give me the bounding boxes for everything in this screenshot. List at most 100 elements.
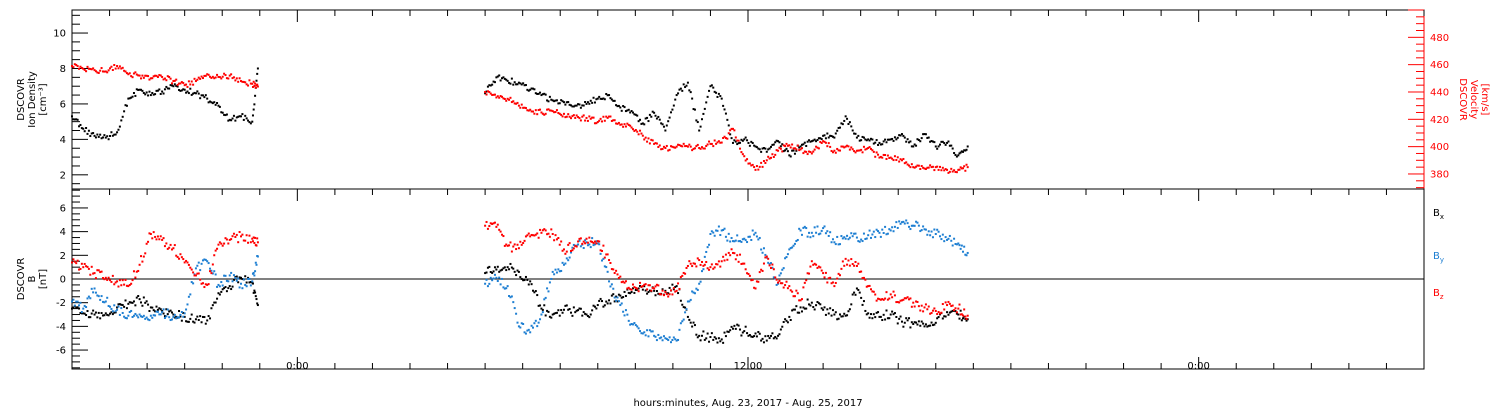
data-point bbox=[585, 116, 588, 119]
data-point bbox=[805, 279, 808, 282]
data-point bbox=[850, 258, 853, 261]
data-point bbox=[886, 138, 889, 141]
data-point bbox=[169, 319, 172, 322]
data-point bbox=[601, 97, 604, 100]
data-point bbox=[510, 250, 513, 253]
data-point bbox=[623, 123, 626, 126]
data-point bbox=[227, 242, 230, 245]
data-point bbox=[693, 147, 696, 150]
data-point bbox=[510, 101, 513, 104]
data-point bbox=[771, 143, 774, 146]
data-point bbox=[872, 142, 875, 145]
data-point bbox=[736, 139, 739, 142]
data-point bbox=[221, 284, 224, 287]
data-point bbox=[254, 236, 257, 239]
data-point bbox=[501, 233, 504, 236]
data-point bbox=[867, 312, 870, 315]
data-point bbox=[824, 141, 827, 144]
data-point bbox=[909, 166, 912, 169]
data-point bbox=[947, 140, 950, 143]
data-point bbox=[916, 164, 919, 167]
data-point bbox=[712, 267, 715, 270]
data-point bbox=[727, 132, 730, 135]
data-point bbox=[823, 306, 826, 309]
data-point bbox=[698, 334, 701, 337]
data-point bbox=[253, 274, 256, 277]
data-point bbox=[792, 295, 795, 298]
data-point bbox=[103, 301, 106, 304]
data-point bbox=[493, 273, 496, 276]
data-point bbox=[778, 146, 781, 149]
data-point bbox=[609, 115, 612, 118]
data-point bbox=[657, 284, 660, 287]
data-point bbox=[903, 297, 906, 300]
data-point bbox=[637, 133, 640, 136]
data-point bbox=[201, 94, 204, 97]
data-point bbox=[760, 161, 763, 164]
data-point bbox=[111, 274, 114, 277]
data-point bbox=[225, 77, 228, 80]
data-point bbox=[217, 75, 220, 78]
data-point bbox=[761, 165, 764, 168]
data-point bbox=[125, 72, 128, 75]
data-point bbox=[953, 152, 956, 155]
data-point bbox=[668, 116, 671, 119]
data-point bbox=[118, 303, 121, 306]
data-point bbox=[626, 287, 629, 290]
data-point bbox=[512, 267, 515, 270]
data-point bbox=[715, 229, 718, 232]
data-point bbox=[134, 312, 137, 315]
data-point bbox=[127, 285, 130, 288]
data-point bbox=[823, 276, 826, 279]
data-point bbox=[596, 97, 599, 100]
data-point bbox=[634, 286, 637, 289]
data-point bbox=[152, 75, 155, 78]
data-point bbox=[867, 234, 870, 237]
data-point bbox=[767, 148, 770, 151]
data-point bbox=[899, 222, 902, 225]
data-point bbox=[118, 279, 121, 282]
data-point bbox=[158, 74, 161, 77]
data-point bbox=[228, 285, 231, 288]
data-point bbox=[248, 277, 251, 280]
data-point bbox=[702, 268, 705, 271]
data-point bbox=[809, 304, 812, 307]
data-point bbox=[124, 316, 127, 319]
data-point bbox=[937, 145, 940, 148]
data-point bbox=[869, 313, 872, 316]
data-point bbox=[221, 288, 224, 291]
data-point bbox=[708, 140, 711, 143]
data-point bbox=[605, 300, 608, 303]
data-point bbox=[788, 144, 791, 147]
data-point bbox=[940, 238, 943, 241]
data-point bbox=[248, 79, 251, 82]
left-tick-label: 8 bbox=[60, 64, 66, 75]
data-point bbox=[933, 307, 936, 310]
data-point bbox=[905, 219, 908, 222]
data-point bbox=[857, 149, 860, 152]
data-point bbox=[180, 81, 183, 84]
data-point bbox=[117, 128, 120, 131]
data-point bbox=[595, 307, 598, 310]
data-point bbox=[785, 142, 788, 145]
data-point bbox=[953, 309, 956, 312]
data-point bbox=[251, 240, 254, 243]
data-point bbox=[837, 317, 840, 320]
data-point bbox=[575, 104, 578, 107]
data-point bbox=[203, 96, 206, 99]
data-point bbox=[501, 277, 504, 280]
data-point bbox=[654, 114, 657, 117]
data-point bbox=[151, 91, 154, 94]
data-point bbox=[692, 291, 695, 294]
data-point bbox=[662, 145, 665, 148]
data-point bbox=[237, 80, 240, 83]
data-point bbox=[515, 248, 518, 251]
data-point bbox=[620, 123, 623, 126]
left-axis-label-line: B bbox=[27, 275, 38, 282]
data-point bbox=[484, 90, 487, 93]
data-point bbox=[865, 313, 868, 316]
data-point bbox=[94, 136, 97, 139]
data-point bbox=[163, 88, 166, 91]
data-point bbox=[661, 289, 664, 292]
data-point bbox=[648, 113, 651, 116]
